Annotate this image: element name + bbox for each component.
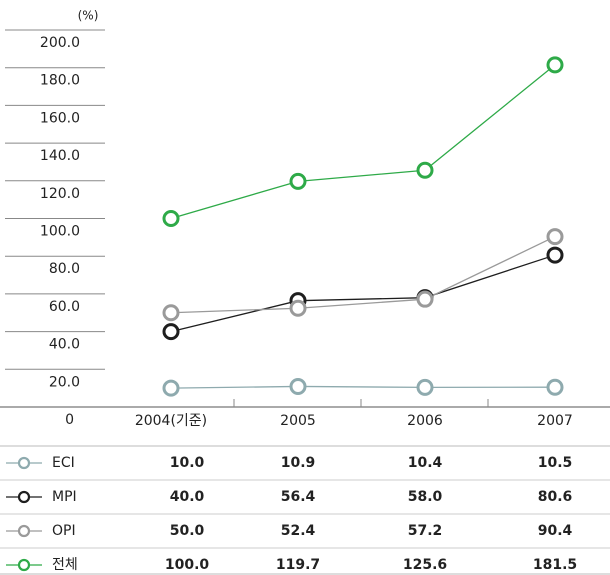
legend-marker xyxy=(17,490,31,504)
legend-label: 전체 xyxy=(52,557,78,573)
y-tick-label: 20.0 xyxy=(49,374,80,390)
y-tick-label: 200.0 xyxy=(40,35,80,51)
y-tick-label: 80.0 xyxy=(49,261,80,277)
series-line xyxy=(170,385,556,389)
table-value: 119.7 xyxy=(276,557,320,573)
table-value: 58.0 xyxy=(408,489,443,505)
x-tick-label: 2006 xyxy=(407,413,443,429)
marker xyxy=(162,304,180,322)
series-line xyxy=(170,64,556,220)
table-value: 10.0 xyxy=(170,455,205,471)
y-tick-label: 160.0 xyxy=(40,110,80,126)
table-value: 80.6 xyxy=(538,489,573,505)
table-value: 50.0 xyxy=(170,523,205,539)
table-value: 56.4 xyxy=(281,489,316,505)
legend-marker xyxy=(17,456,31,470)
y-tick-label: 100.0 xyxy=(40,224,80,240)
table-value: 10.9 xyxy=(281,455,316,471)
table-value: 100.0 xyxy=(165,557,210,573)
marker xyxy=(162,210,180,227)
table-value: 181.5 xyxy=(533,557,577,573)
legend-label: OPI xyxy=(52,523,76,539)
y-tick-label: 60.0 xyxy=(49,299,80,315)
marker xyxy=(546,378,564,396)
marker xyxy=(416,290,434,308)
x-tick-label: 2005 xyxy=(280,413,316,429)
marker xyxy=(162,379,180,397)
legend-label: ECI xyxy=(52,455,75,471)
marker xyxy=(289,377,307,395)
table-value: 125.6 xyxy=(403,557,447,573)
x-tick-label: 2007 xyxy=(537,413,573,429)
marker xyxy=(546,56,564,74)
y-tick-label: 0 xyxy=(65,412,74,428)
marker xyxy=(416,378,434,396)
y-axis-label: (%) xyxy=(78,9,99,23)
table-value: 57.2 xyxy=(408,523,443,539)
series-line xyxy=(170,254,556,333)
marker xyxy=(546,246,564,264)
legend-label: MPI xyxy=(52,489,77,505)
legend-marker xyxy=(17,558,31,572)
marker xyxy=(289,299,307,317)
table-value: 90.4 xyxy=(538,523,573,539)
table-value: 10.4 xyxy=(408,455,443,471)
marker xyxy=(289,172,307,190)
table-value: 40.0 xyxy=(170,489,205,505)
x-tick-label: 2004(기준) xyxy=(135,413,207,429)
y-tick-label: 40.0 xyxy=(49,337,80,353)
marker xyxy=(162,323,180,341)
y-tick-label: 140.0 xyxy=(40,148,80,164)
y-tick-label: 120.0 xyxy=(40,186,80,202)
table-value: 10.5 xyxy=(538,455,573,471)
series-line xyxy=(170,236,556,314)
marker xyxy=(416,161,434,179)
marker xyxy=(546,228,564,246)
y-tick-label: 180.0 xyxy=(40,73,80,89)
table-value: 52.4 xyxy=(281,523,316,539)
legend-marker xyxy=(17,524,31,538)
